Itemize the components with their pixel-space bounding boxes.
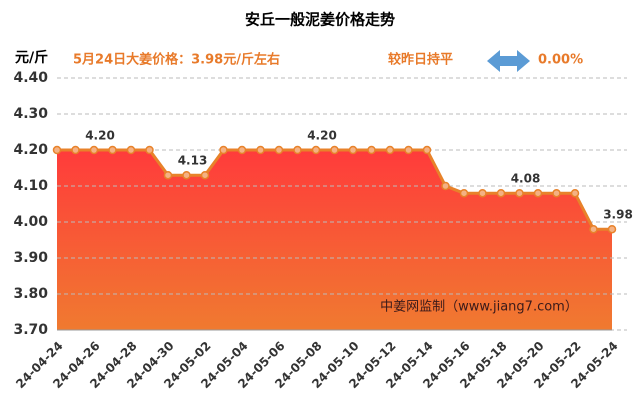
- marker: [533, 188, 543, 198]
- marker: [219, 145, 228, 155]
- marker: [182, 170, 191, 180]
- marker: [607, 224, 617, 234]
- marker: [422, 145, 432, 155]
- y-tick-label: 3.90: [13, 250, 48, 266]
- marker: [459, 188, 469, 198]
- marker: [515, 188, 524, 198]
- marker: [404, 145, 413, 155]
- y-tick-label: 4.30: [13, 106, 48, 122]
- marker: [570, 188, 580, 198]
- marker: [441, 181, 450, 191]
- y-tick-label: 4.20: [13, 142, 48, 158]
- y-tick-label: 3.70: [13, 322, 48, 338]
- y-tick-label: 4.00: [13, 214, 48, 230]
- data-label: 4.13: [178, 154, 208, 168]
- marker: [311, 145, 321, 155]
- marker: [330, 145, 339, 155]
- marker: [552, 188, 561, 198]
- marker: [145, 145, 154, 155]
- change-text: 较昨日持平: [388, 52, 453, 68]
- chart-title: 安丘一般泥姜价格走势: [245, 11, 395, 29]
- marker: [89, 145, 99, 155]
- y-tick-label: 4.10: [13, 178, 48, 194]
- marker: [108, 145, 117, 155]
- marker: [237, 145, 247, 155]
- marker: [256, 145, 265, 155]
- price-note: 5月24日大姜价格：3.98元/斤左右: [73, 52, 280, 68]
- y-tick-label: 4.40: [13, 70, 48, 86]
- marker: [293, 145, 302, 155]
- data-label: 4.20: [85, 129, 115, 143]
- marker: [478, 188, 487, 198]
- marker: [589, 224, 598, 234]
- marker: [367, 145, 376, 155]
- data-label: 4.20: [307, 129, 337, 143]
- marker: [274, 145, 284, 155]
- data-label: 3.98: [603, 208, 633, 222]
- area: [57, 150, 612, 330]
- marker: [385, 145, 395, 155]
- y-axis-unit: 元/斤: [15, 49, 48, 66]
- marker: [200, 170, 210, 180]
- marker: [348, 145, 358, 155]
- marker: [52, 145, 62, 155]
- y-tick-label: 3.80: [13, 286, 48, 302]
- marker: [496, 188, 506, 198]
- marker: [126, 145, 136, 155]
- marker: [163, 170, 173, 180]
- source-note: 中姜网监制（www.jiang7.com）: [380, 300, 578, 315]
- data-label: 4.08: [511, 172, 541, 186]
- change-value: 0.00%: [538, 53, 583, 68]
- marker: [71, 145, 80, 155]
- change-arrow: [487, 50, 530, 72]
